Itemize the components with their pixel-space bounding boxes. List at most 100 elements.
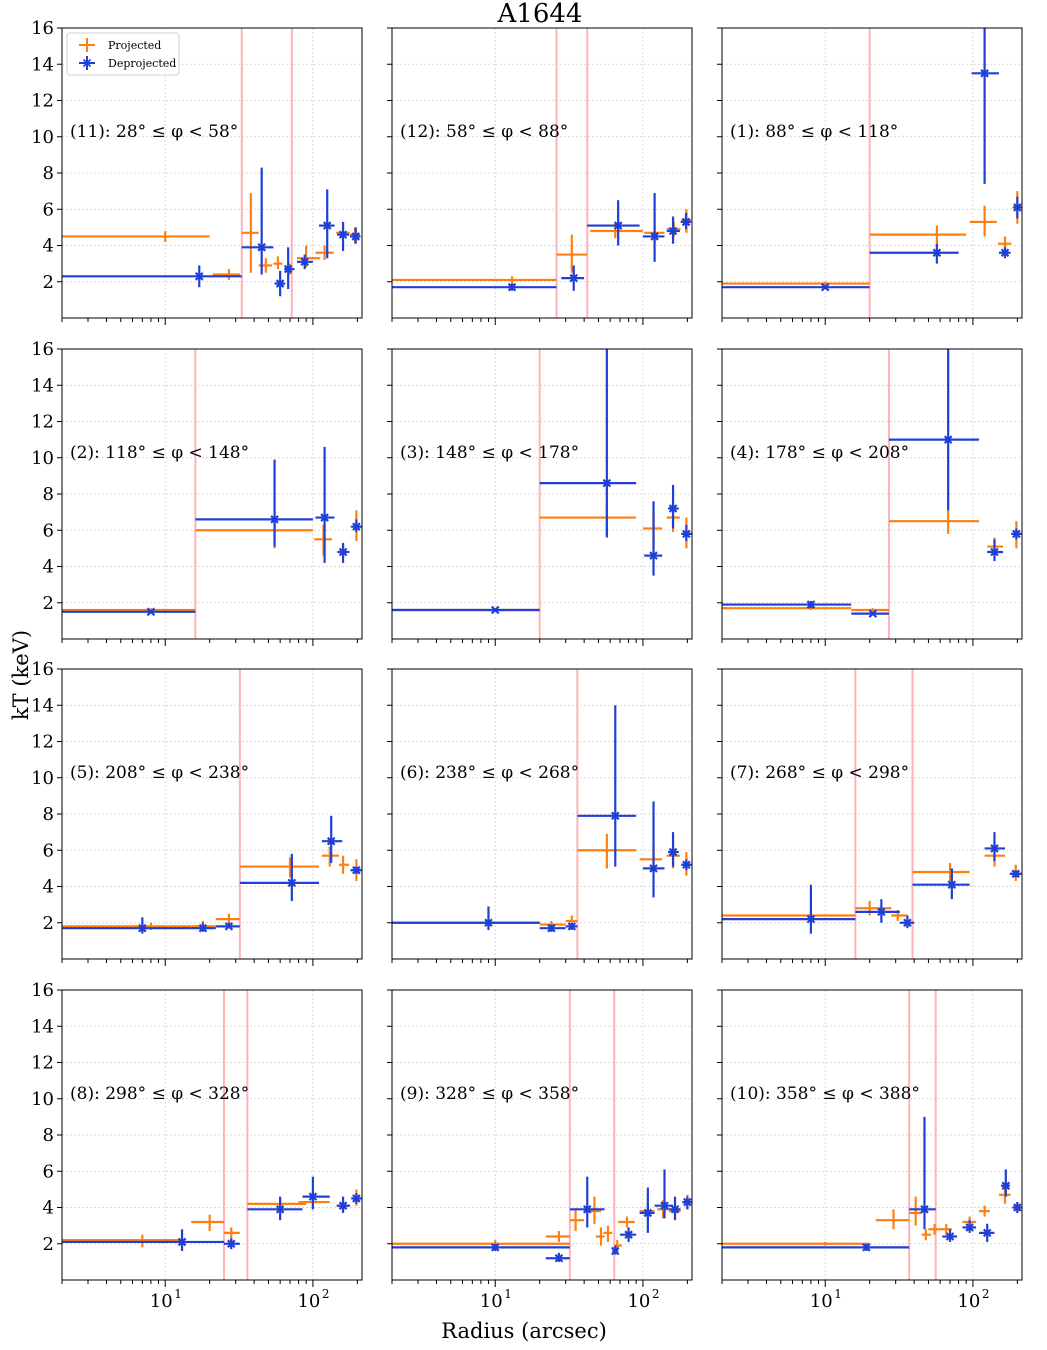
deprojected-point [338, 542, 349, 563]
deprojected-marker [947, 880, 957, 889]
panel-label: (10): 358° ≤ φ < 388° [730, 1084, 920, 1104]
deprojected-marker [138, 923, 147, 933]
panel-11: 10 1 10 2(9): 328° ≤ φ < 358° [387, 989, 693, 1312]
y-tick-label: 16 [31, 339, 54, 360]
deprojected-marker [1013, 1203, 1022, 1212]
deprojected-marker [650, 232, 659, 241]
deprojected-point [979, 1223, 995, 1242]
deprojected-marker [351, 232, 361, 241]
projected-point [247, 1198, 307, 1210]
deprojected-marker [352, 865, 361, 875]
deprojected-point [62, 607, 196, 617]
panel-9: (7): 268° ≤ φ < 298° [717, 668, 1023, 966]
panel-label: (5): 208° ≤ φ < 238° [70, 763, 249, 783]
deprojected-point [62, 917, 192, 934]
y-tick-label: 8 [43, 163, 54, 184]
deprojected-point [1009, 869, 1022, 879]
panel-7: 2 4 6 8 10 12 14 16 (5): 208° ≤ φ < 238° [31, 659, 363, 966]
deprojected-marker [903, 918, 912, 928]
projected-point [241, 192, 259, 273]
deprojected-marker [320, 513, 329, 522]
deprojected-marker [352, 1194, 361, 1203]
y-tick-label: 14 [31, 695, 54, 716]
deprojected-marker [660, 1201, 669, 1210]
deprojected-marker [322, 221, 332, 230]
deprojected-marker [507, 282, 517, 292]
series-group [392, 1169, 692, 1263]
deprojected-marker [194, 272, 204, 281]
deprojected-point [639, 1187, 655, 1233]
deprojected-point [62, 1229, 224, 1251]
deprojected-marker [1001, 1181, 1011, 1191]
deprojected-marker [224, 922, 234, 931]
series-group [392, 349, 692, 615]
panel-label: (2): 118° ≤ φ < 148° [70, 443, 249, 463]
deprojected-point [539, 923, 566, 933]
projected-point [314, 524, 333, 556]
deprojected-marker [1013, 203, 1022, 212]
x-tick-label: 10 [810, 1291, 833, 1312]
y-tick-label: 12 [31, 412, 54, 433]
series-group [722, 1116, 1022, 1252]
projected-point [969, 205, 997, 237]
deprojected-marker [990, 844, 999, 853]
panel-label: (8): 298° ≤ φ < 328° [70, 1084, 249, 1104]
deprojected-point [888, 349, 980, 511]
deprojected-point [654, 1169, 674, 1219]
projected-point [909, 1196, 922, 1226]
projected-point [603, 1225, 613, 1242]
deprojected-point [283, 247, 295, 289]
deprojected-point [336, 1196, 350, 1213]
deprojected-point [392, 1243, 570, 1252]
x-tick-label-exponent: 1 [504, 1287, 512, 1301]
deprojected-marker [820, 282, 830, 292]
deprojected-point [577, 705, 637, 867]
deprojected-point [610, 1245, 620, 1256]
deprojected-point [668, 484, 679, 529]
projected-point [273, 256, 283, 270]
panel-label: (6): 238° ≤ φ < 268° [400, 763, 579, 783]
y-tick-label: 6 [43, 840, 54, 861]
panel-label: (12): 58° ≤ φ < 88° [400, 122, 568, 142]
deprojected-point [195, 459, 313, 547]
deprojected-marker [980, 69, 989, 78]
deprojected-marker [610, 1246, 620, 1256]
projected-point [912, 862, 970, 882]
y-tick-label: 2 [43, 1234, 54, 1255]
panel-2: (12): 58° ≤ φ < 88° [387, 27, 693, 325]
series-group [722, 28, 1022, 292]
y-tick-label: 12 [31, 91, 54, 112]
y-tick-label: 4 [43, 877, 54, 898]
projected-point [722, 281, 870, 286]
deprojected-marker [670, 1205, 680, 1214]
deprojected-point [561, 265, 585, 291]
y-tick-label: 4 [43, 236, 54, 257]
deprojected-point [899, 915, 915, 929]
deprojected-point [680, 212, 692, 230]
deprojected-marker [554, 1253, 564, 1263]
deprojected-marker [569, 273, 578, 283]
deprojected-point [223, 1238, 240, 1250]
deprojected-marker [177, 1237, 187, 1247]
deprojected-point [565, 922, 578, 931]
series-group [62, 446, 362, 617]
y-tick-label: 16 [31, 18, 54, 39]
x-tick-label: 10 [480, 1291, 503, 1312]
deprojected-point [987, 539, 1004, 562]
deprojected-marker [982, 1228, 992, 1238]
deprojected-marker [624, 1230, 633, 1239]
deprojected-marker [326, 836, 336, 846]
y-tick-label: 8 [43, 804, 54, 825]
deprojected-marker [490, 605, 500, 615]
x-tick-label: 10 [957, 1291, 980, 1312]
deprojected-marker [681, 217, 691, 227]
deprojected-point [587, 200, 640, 246]
deprojected-point [545, 1252, 570, 1263]
projected-point [62, 231, 210, 242]
deprojected-marker [945, 1232, 955, 1241]
legend-box [66, 32, 180, 76]
x-axis-title: Radius (arcsec) [441, 1319, 607, 1343]
y-tick-label: 2 [43, 593, 54, 614]
